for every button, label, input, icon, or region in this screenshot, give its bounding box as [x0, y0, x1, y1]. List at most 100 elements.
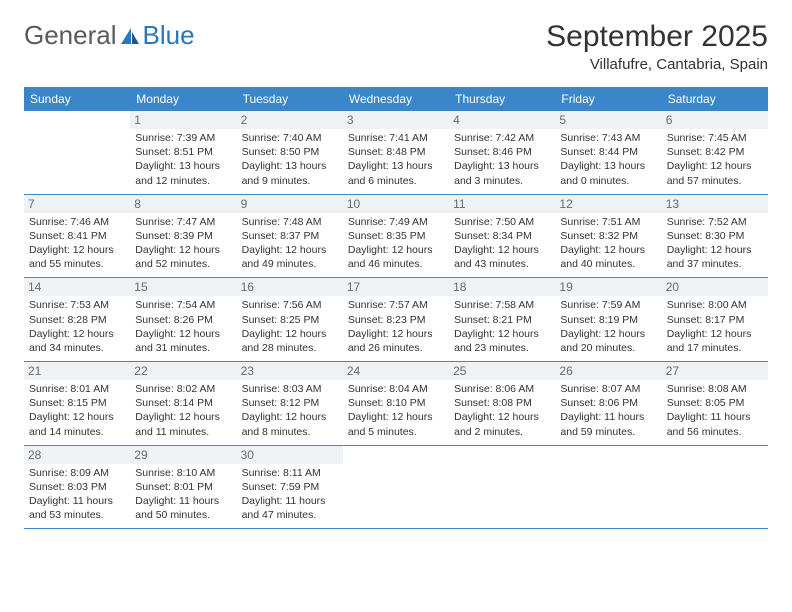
- day-number: 29: [130, 446, 236, 464]
- day-number: [24, 111, 130, 129]
- day-number: 20: [662, 278, 768, 296]
- day-body: Sunrise: 8:03 AMSunset: 8:12 PMDaylight:…: [242, 382, 338, 439]
- sunrise-text: Sunrise: 8:01 AM: [29, 382, 125, 396]
- sunrise-text: Sunrise: 7:51 AM: [560, 215, 656, 229]
- daylight-text: Daylight: 12 hours and 55 minutes.: [29, 243, 125, 271]
- day-cell: 18Sunrise: 7:58 AMSunset: 8:21 PMDayligh…: [449, 278, 555, 361]
- sunset-text: Sunset: 8:50 PM: [242, 145, 338, 159]
- sunrise-text: Sunrise: 8:09 AM: [29, 466, 125, 480]
- weeks-container: 1Sunrise: 7:39 AMSunset: 8:51 PMDaylight…: [24, 111, 768, 529]
- week-row: 14 Sunrise: 7:53 AMSunset: 8:28 PMDayligh…: [24, 278, 768, 362]
- day-number: 3: [343, 111, 449, 129]
- day-body: Sunrise: 7:53 AMSunset: 8:28 PMDaylight:…: [29, 298, 125, 355]
- day-cell: 20Sunrise: 8:00 AMSunset: 8:17 PMDayligh…: [662, 278, 768, 361]
- sunset-text: Sunset: 8:15 PM: [29, 396, 125, 410]
- day-body: Sunrise: 7:56 AMSunset: 8:25 PMDaylight:…: [242, 298, 338, 355]
- sunrise-text: Sunrise: 7:41 AM: [348, 131, 444, 145]
- week-row: 21Sunrise: 8:01 AMSunset: 8:15 PMDayligh…: [24, 362, 768, 446]
- sunset-text: Sunset: 8:35 PM: [348, 229, 444, 243]
- day-cell: 26Sunrise: 8:07 AMSunset: 8:06 PMDayligh…: [555, 362, 661, 445]
- day-cell: 25Sunrise: 8:06 AMSunset: 8:08 PMDayligh…: [449, 362, 555, 445]
- day-body: Sunrise: 7:40 AMSunset: 8:50 PMDaylight:…: [242, 131, 338, 188]
- sunset-text: Sunset: 8:12 PM: [242, 396, 338, 410]
- day-number: [343, 446, 449, 464]
- day-number: 19: [555, 278, 661, 296]
- sunset-text: Sunset: 8:05 PM: [667, 396, 763, 410]
- daylight-text: Daylight: 12 hours and 43 minutes.: [454, 243, 550, 271]
- day-cell: 17Sunrise: 7:57 AMSunset: 8:23 PMDayligh…: [343, 278, 449, 361]
- sunset-text: Sunset: 8:46 PM: [454, 145, 550, 159]
- day-cell: 8Sunrise: 7:47 AMSunset: 8:39 PMDaylight…: [130, 195, 236, 278]
- day-body: Sunrise: 7:52 AMSunset: 8:30 PMDaylight:…: [667, 215, 763, 272]
- day-cell: 10Sunrise: 7:49 AMSunset: 8:35 PMDayligh…: [343, 195, 449, 278]
- sunset-text: Sunset: 8:25 PM: [242, 313, 338, 327]
- week-row: 7Sunrise: 7:46 AMSunset: 8:41 PMDaylight…: [24, 195, 768, 279]
- weekday-header-cell: Saturday: [662, 87, 768, 111]
- daylight-text: Daylight: 12 hours and 17 minutes.: [667, 327, 763, 355]
- sunset-text: Sunset: 8:30 PM: [667, 229, 763, 243]
- daylight-text: Daylight: 13 hours and 9 minutes.: [242, 159, 338, 187]
- day-cell: 30Sunrise: 8:11 AMSunset: 7:59 PMDayligh…: [237, 446, 343, 529]
- day-cell: 24Sunrise: 8:04 AMSunset: 8:10 PMDayligh…: [343, 362, 449, 445]
- day-number: 27: [662, 362, 768, 380]
- sunrise-text: Sunrise: 8:02 AM: [135, 382, 231, 396]
- daylight-text: Daylight: 12 hours and 2 minutes.: [454, 410, 550, 438]
- weekday-header-cell: Monday: [130, 87, 236, 111]
- daylight-text: Daylight: 11 hours and 56 minutes.: [667, 410, 763, 438]
- day-number: [449, 446, 555, 464]
- day-cell: 19 Sunrise: 7:59 AMSunset: 8:19 PMDayligh…: [555, 278, 661, 361]
- day-cell: 6Sunrise: 7:45 AMSunset: 8:42 PMDaylight…: [662, 111, 768, 194]
- day-number: 23: [237, 362, 343, 380]
- sunset-text: Sunset: 8:19 PM: [560, 313, 656, 327]
- day-body: Sunrise: 8:06 AMSunset: 8:08 PMDaylight:…: [454, 382, 550, 439]
- sunrise-text: Sunrise: 8:08 AM: [667, 382, 763, 396]
- day-number: 14: [24, 278, 130, 296]
- daylight-text: Daylight: 12 hours and 40 minutes.: [560, 243, 656, 271]
- sunset-text: Sunset: 8:28 PM: [29, 313, 125, 327]
- day-cell: 12Sunrise: 7:51 AMSunset: 8:32 PMDayligh…: [555, 195, 661, 278]
- daylight-text: Daylight: 12 hours and 31 minutes.: [135, 327, 231, 355]
- day-cell: 3 Sunrise: 7:41 AMSunset: 8:48 PMDaylight…: [343, 111, 449, 194]
- daylight-text: Daylight: 12 hours and 49 minutes.: [242, 243, 338, 271]
- day-cell: [662, 446, 768, 529]
- weekday-header-cell: Wednesday: [343, 87, 449, 111]
- sunset-text: Sunset: 8:21 PM: [454, 313, 550, 327]
- day-number: 2: [237, 111, 343, 129]
- sunset-text: Sunset: 8:32 PM: [560, 229, 656, 243]
- daylight-text: Daylight: 12 hours and 37 minutes.: [667, 243, 763, 271]
- day-number: 10: [343, 195, 449, 213]
- day-cell: 11 Sunrise: 7:50 AMSunset: 8:34 PMDayligh…: [449, 195, 555, 278]
- day-body: Sunrise: 8:11 AMSunset: 7:59 PMDaylight:…: [242, 466, 338, 523]
- weekday-header-cell: Friday: [555, 87, 661, 111]
- day-cell: [343, 446, 449, 529]
- sunrise-text: Sunrise: 7:52 AM: [667, 215, 763, 229]
- day-body: Sunrise: 7:41 AMSunset: 8:48 PMDaylight:…: [348, 131, 444, 188]
- sunset-text: Sunset: 7:59 PM: [242, 480, 338, 494]
- sunset-text: Sunset: 8:17 PM: [667, 313, 763, 327]
- day-number: 11: [449, 195, 555, 213]
- daylight-text: Daylight: 12 hours and 57 minutes.: [667, 159, 763, 187]
- day-body: Sunrise: 7:42 AMSunset: 8:46 PMDaylight:…: [454, 131, 550, 188]
- day-body: Sunrise: 7:43 AMSunset: 8:44 PMDaylight:…: [560, 131, 656, 188]
- day-body: Sunrise: 7:59 AMSunset: 8:19 PMDaylight:…: [560, 298, 656, 355]
- day-cell: 16Sunrise: 7:56 AMSunset: 8:25 PMDayligh…: [237, 278, 343, 361]
- day-number: 6: [662, 111, 768, 129]
- day-body: Sunrise: 7:50 AMSunset: 8:34 PMDaylight:…: [454, 215, 550, 272]
- day-cell: 1Sunrise: 7:39 AMSunset: 8:51 PMDaylight…: [130, 111, 236, 194]
- sunrise-text: Sunrise: 7:54 AM: [135, 298, 231, 312]
- sunset-text: Sunset: 8:23 PM: [348, 313, 444, 327]
- day-cell: 23 Sunrise: 8:03 AMSunset: 8:12 PMDayligh…: [237, 362, 343, 445]
- day-body: Sunrise: 8:09 AMSunset: 8:03 PMDaylight:…: [29, 466, 125, 523]
- sunrise-text: Sunrise: 7:56 AM: [242, 298, 338, 312]
- title-block: September 2025 Villafufre, Cantabria, Sp…: [546, 20, 768, 73]
- sunset-text: Sunset: 8:48 PM: [348, 145, 444, 159]
- sunset-text: Sunset: 8:06 PM: [560, 396, 656, 410]
- day-cell: 29Sunrise: 8:10 AMSunset: 8:01 PMDayligh…: [130, 446, 236, 529]
- sunset-text: Sunset: 8:39 PM: [135, 229, 231, 243]
- daylight-text: Daylight: 12 hours and 28 minutes.: [242, 327, 338, 355]
- day-number: 28: [24, 446, 130, 464]
- day-body: Sunrise: 8:07 AMSunset: 8:06 PMDaylight:…: [560, 382, 656, 439]
- sunrise-text: Sunrise: 8:10 AM: [135, 466, 231, 480]
- sunrise-text: Sunrise: 8:11 AM: [242, 466, 338, 480]
- sunset-text: Sunset: 8:10 PM: [348, 396, 444, 410]
